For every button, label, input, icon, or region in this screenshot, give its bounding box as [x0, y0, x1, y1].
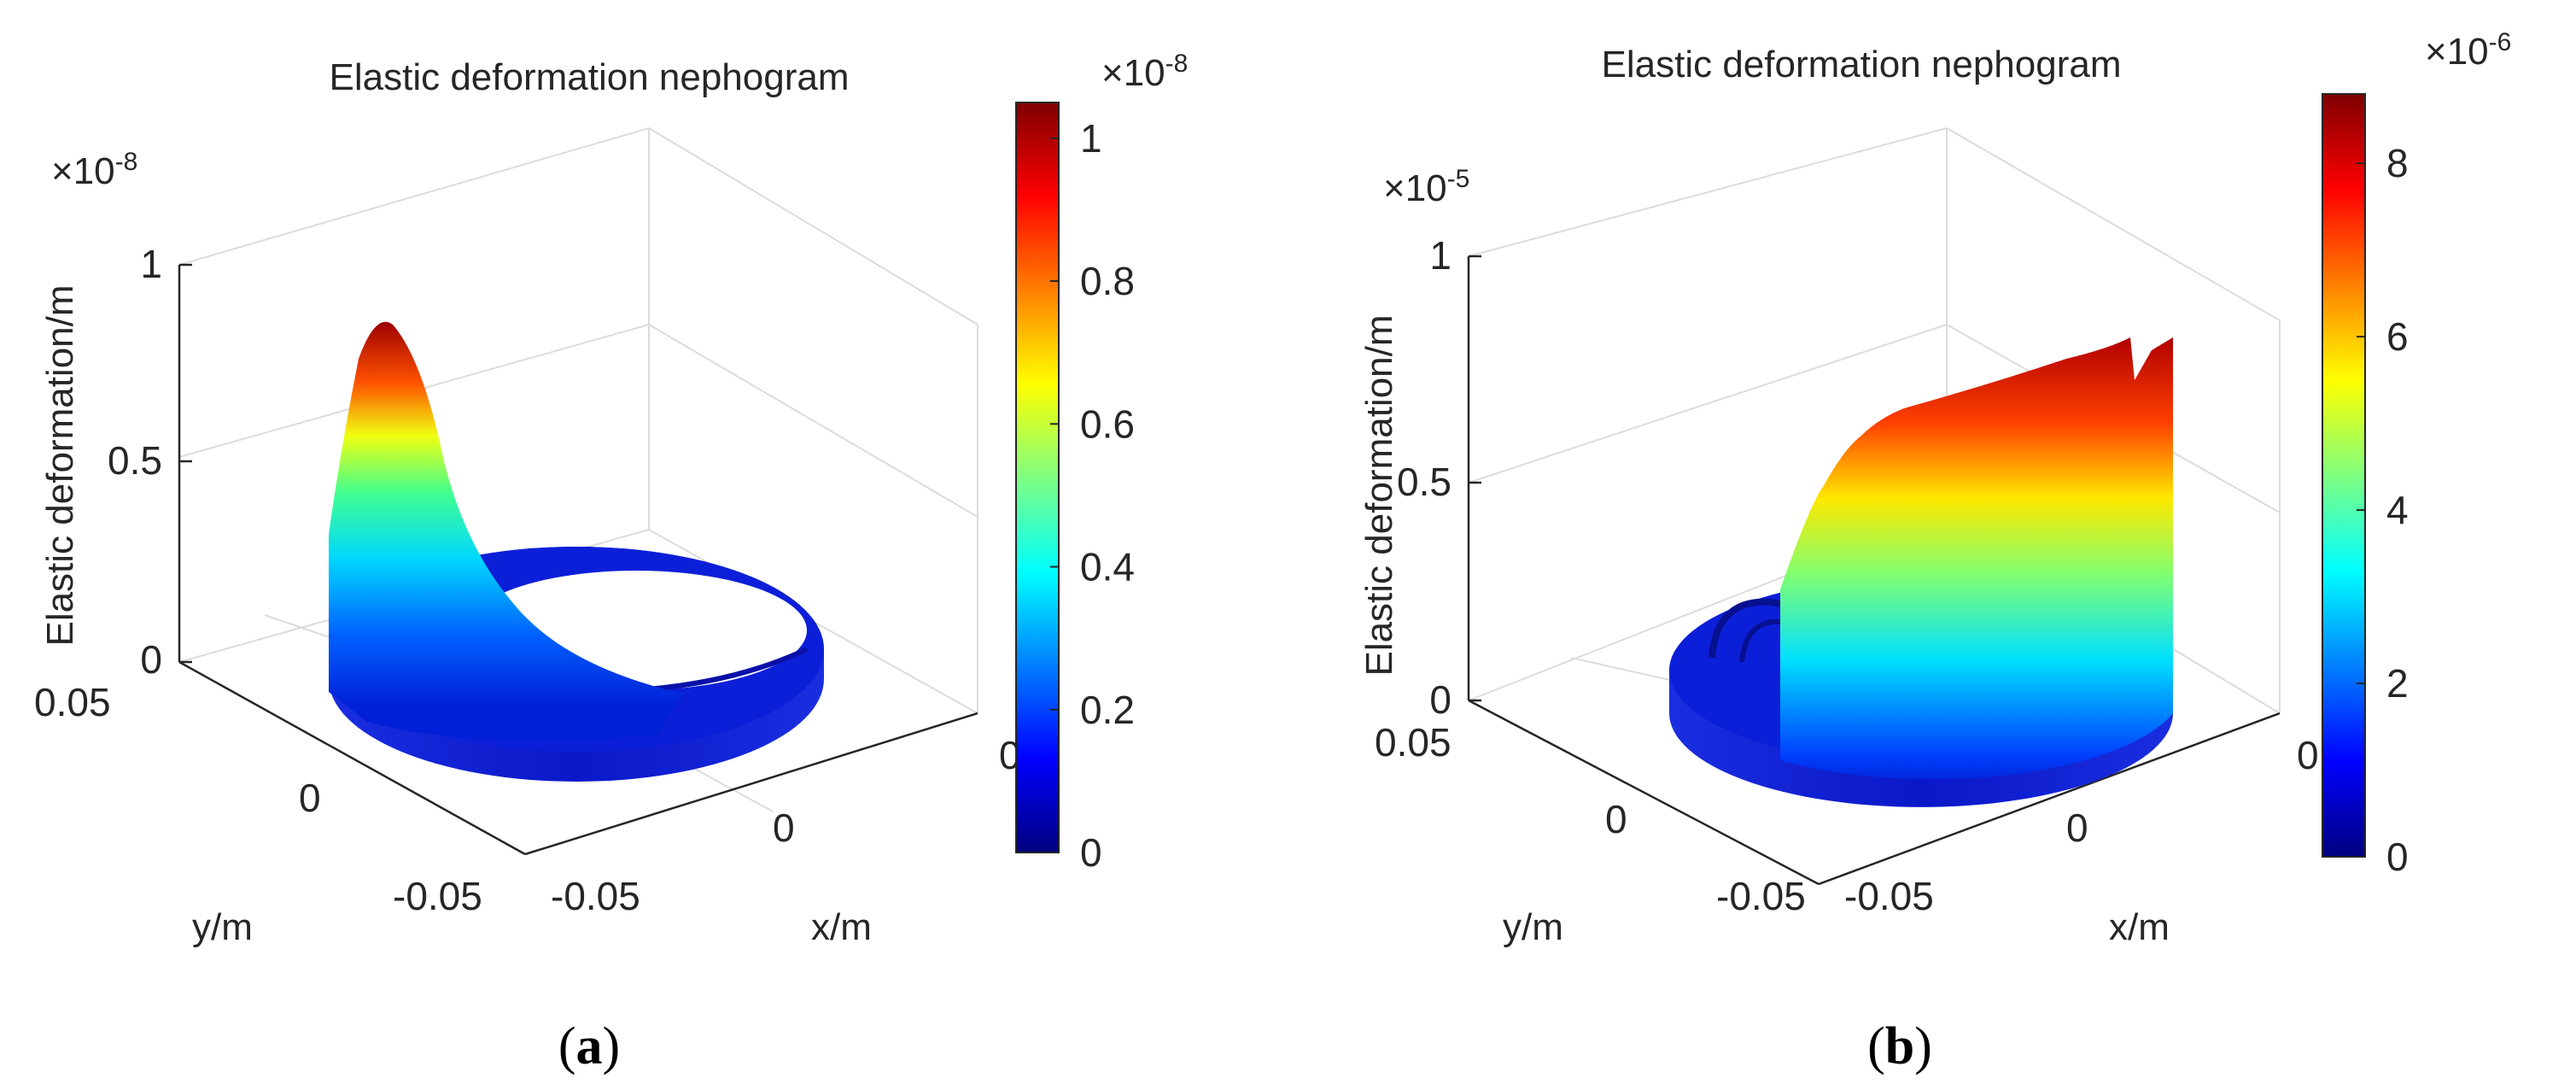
panel-a-ytick-0: 0 [299, 776, 321, 820]
panel-b-axes [1467, 255, 2281, 886]
panel-a-colorbar-tick-label: 0.6 [1080, 401, 1135, 446]
panel-b-colorbar-tick-label: 0 [2386, 835, 2409, 879]
panel-a: Elastic deformation nephogram [34, 50, 1188, 948]
panel-a-ztick-0: 0 [140, 637, 162, 682]
panel-a-surface [329, 321, 824, 782]
panel-b-colorbar-exponent: ×10-6 [2425, 28, 2511, 73]
panel-b-z-label: Elastic deformation/m [1358, 314, 1400, 676]
panel-a-title: Elastic deformation nephogram [330, 56, 850, 98]
panel-b-ztick-1: 1 [1429, 233, 1452, 278]
panel-a-xtick-m005: -0.05 [551, 874, 640, 918]
panel-a-ytick-005: 0.05 [34, 680, 111, 724]
panel-a-colorbar-tick-label: 0.4 [1080, 545, 1135, 589]
panel-a-axes [178, 263, 978, 856]
panel-a-y-label: y/m [192, 906, 253, 948]
panel-a-x-label: x/m [811, 906, 872, 948]
panel-b-colorbar-tick-label: 4 [2386, 488, 2409, 532]
panel-b-ytick-m005: -0.05 [1716, 874, 1806, 918]
panel-a-colorbar-tick-label: 0.2 [1080, 688, 1135, 732]
panel-b-y-label: y/m [1503, 906, 1563, 948]
panel-a-xtick-0: 0 [773, 806, 795, 850]
panel-b-x-label: x/m [2109, 906, 2170, 948]
panel-a-colorbar-tick-label: 0.8 [1080, 259, 1135, 303]
panel-a-colorbar-exponent: ×10-8 [1101, 50, 1188, 94]
panel-a-colorbar-tick-label: 0 [1080, 830, 1102, 875]
panel-a-colorbar-ticks: 0 0.2 0.4 0.6 0.8 1 [1050, 116, 1135, 875]
panel-b-title: Elastic deformation nephogram [1602, 44, 2122, 85]
panel-b-colorbar-ticks: 0 2 4 6 8 [2357, 141, 2409, 879]
panel-b-xtick-m005: -0.05 [1844, 874, 1934, 918]
panel-a-ztick-05: 0.5 [108, 438, 162, 483]
panel-b-ytick-005: 0.05 [1375, 720, 1452, 765]
panel-b-surface [1669, 337, 2173, 807]
panel-b-ztick-05: 0.5 [1397, 460, 1452, 504]
panel-a-z-label: Elastic deformation/m [39, 284, 81, 646]
caption-b: (b) [1867, 1017, 1932, 1075]
panel-b: Elastic deformation nephogram [1358, 28, 2511, 948]
panel-a-ztick-1: 1 [140, 242, 162, 286]
panel-b-colorbar-tick-label: 8 [2386, 141, 2409, 185]
panel-b-ytick-0: 0 [1605, 797, 1627, 841]
panel-b-ztick-0: 0 [1429, 677, 1452, 722]
panel-b-xtick-0: 0 [2066, 806, 2088, 850]
panel-b-colorbar-tick-label: 2 [2386, 661, 2409, 706]
panel-b-colorbar: ×10-6 0 2 4 6 8 [2322, 28, 2511, 879]
caption-a: (a) [558, 1017, 620, 1075]
panel-a-colorbar-tick-label: 1 [1080, 116, 1102, 161]
panel-b-z-exponent: ×10-5 [1383, 165, 1469, 209]
panel-b-colorbar-tick-label: 6 [2386, 314, 2409, 359]
panel-a-colorbar: ×10-8 0 0.2 0.4 0.6 0.8 1 [1015, 50, 1188, 875]
panel-a-z-exponent: ×10-8 [51, 148, 137, 192]
panel-a-ytick-m005: -0.05 [393, 874, 482, 918]
